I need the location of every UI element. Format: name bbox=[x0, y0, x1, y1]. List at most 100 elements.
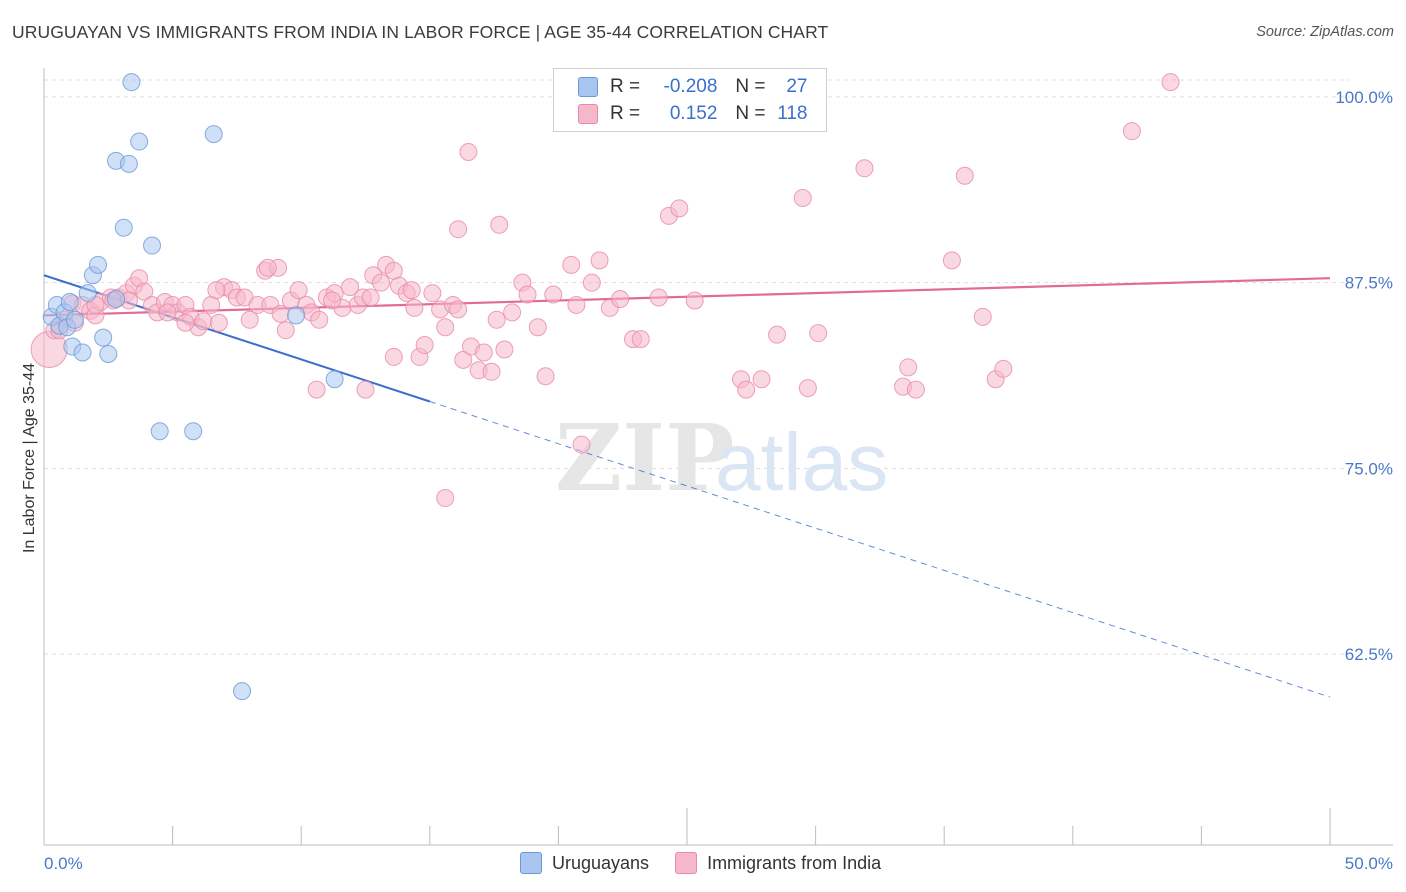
point-india bbox=[474, 343, 493, 362]
point-india bbox=[855, 159, 874, 178]
point-india bbox=[135, 282, 154, 301]
point-india bbox=[209, 313, 228, 332]
legend-n-value: 118 bbox=[777, 103, 808, 124]
point-uruguayans bbox=[233, 682, 252, 701]
point-india bbox=[436, 318, 455, 337]
point-india bbox=[955, 166, 974, 185]
data-points bbox=[30, 73, 1180, 701]
point-india bbox=[544, 285, 563, 304]
point-india bbox=[158, 303, 177, 322]
point-india bbox=[906, 380, 925, 399]
legend-r-label: R = bbox=[610, 76, 641, 97]
point-india bbox=[670, 199, 689, 218]
point-uruguayans bbox=[89, 255, 108, 274]
point-uruguayans bbox=[325, 370, 344, 389]
point-india bbox=[973, 307, 992, 326]
y-tick-label: 100.0% bbox=[1335, 88, 1393, 107]
series-legend: Uruguayans Immigrants from India bbox=[520, 852, 907, 874]
point-uruguayans bbox=[94, 328, 113, 347]
series-swatch-blue bbox=[520, 852, 542, 874]
legend-n-value: 27 bbox=[786, 76, 808, 97]
point-india bbox=[258, 258, 277, 277]
point-india bbox=[528, 318, 547, 337]
point-india bbox=[572, 435, 591, 454]
legend-row-uruguayans: R = -0.208 N = 27 bbox=[578, 75, 808, 99]
point-india bbox=[793, 189, 812, 208]
point-india bbox=[752, 370, 771, 389]
point-india bbox=[490, 215, 509, 234]
legend-r-value: -0.208 bbox=[663, 76, 718, 97]
y-axis-title: In Labor Force | Age 35-44 bbox=[21, 363, 38, 553]
point-india bbox=[562, 255, 581, 274]
grid-lines bbox=[44, 79, 1350, 655]
point-uruguayans bbox=[122, 73, 141, 92]
point-india bbox=[482, 362, 501, 381]
point-india bbox=[307, 380, 326, 399]
point-india bbox=[449, 220, 468, 239]
point-india bbox=[631, 330, 650, 349]
point-india bbox=[371, 273, 390, 292]
point-india bbox=[356, 380, 375, 399]
point-india bbox=[207, 281, 226, 300]
point-india bbox=[240, 310, 259, 329]
legend-r-label: R = bbox=[610, 103, 641, 124]
watermark-zip: ZIP bbox=[555, 404, 734, 512]
point-uruguayans bbox=[150, 422, 169, 441]
point-india bbox=[1161, 73, 1180, 92]
legend-swatch-blue bbox=[578, 77, 598, 97]
point-india bbox=[768, 325, 787, 344]
point-uruguayans bbox=[73, 343, 92, 362]
point-india bbox=[994, 359, 1013, 378]
legend-row-india: R = 0.152 N = 118 bbox=[578, 102, 808, 126]
point-india bbox=[649, 288, 668, 307]
point-uruguayans bbox=[287, 306, 306, 325]
legend-swatch-pink bbox=[578, 104, 598, 124]
point-uruguayans bbox=[114, 218, 133, 237]
point-india bbox=[271, 304, 290, 323]
point-uruguayans bbox=[107, 290, 126, 309]
point-india bbox=[341, 278, 360, 297]
tick-labels: 62.5% 75.0% 87.5% 100.0% 0.0% 50.0% bbox=[44, 88, 1393, 873]
point-india bbox=[536, 367, 555, 386]
point-india bbox=[737, 380, 756, 399]
point-india bbox=[423, 284, 442, 303]
y-tick-label: 87.5% bbox=[1345, 274, 1393, 293]
point-india bbox=[518, 285, 537, 304]
x-tick-label: 0.0% bbox=[44, 854, 83, 873]
point-india bbox=[289, 281, 308, 300]
point-india bbox=[495, 340, 514, 359]
point-india bbox=[449, 300, 468, 319]
point-india bbox=[176, 313, 195, 332]
point-india bbox=[685, 291, 704, 310]
point-india bbox=[310, 310, 329, 329]
point-india bbox=[942, 251, 961, 270]
point-india bbox=[899, 358, 918, 377]
point-uruguayans bbox=[130, 132, 149, 151]
point-india bbox=[582, 273, 601, 292]
point-india bbox=[611, 290, 630, 309]
point-india bbox=[798, 379, 817, 398]
y-tick-label: 75.0% bbox=[1345, 459, 1393, 478]
point-india bbox=[415, 336, 434, 355]
legend-n-label: N = bbox=[735, 76, 766, 97]
y-tick-label: 62.5% bbox=[1345, 645, 1393, 664]
point-uruguayans bbox=[65, 310, 84, 329]
point-uruguayans bbox=[60, 292, 79, 311]
point-uruguayans bbox=[204, 125, 223, 144]
point-india bbox=[567, 295, 586, 314]
series-swatch-pink bbox=[675, 852, 698, 874]
point-uruguayans bbox=[119, 154, 138, 173]
series-label-uruguayans: Uruguayans bbox=[552, 852, 650, 873]
point-india bbox=[361, 288, 380, 307]
watermark-atlas: atlas bbox=[715, 417, 888, 508]
watermark: ZIP atlas bbox=[555, 404, 888, 512]
correlation-legend: R = -0.208 N = 27 R = 0.152 N = 118 bbox=[553, 68, 827, 132]
series-legend-india: Immigrants from India bbox=[675, 852, 881, 874]
point-india bbox=[323, 291, 342, 310]
point-india bbox=[454, 350, 473, 369]
legend-r-value: 0.152 bbox=[669, 103, 718, 124]
point-india bbox=[402, 281, 421, 300]
axes bbox=[43, 68, 1393, 846]
x-tick-label: 50.0% bbox=[1345, 854, 1393, 873]
